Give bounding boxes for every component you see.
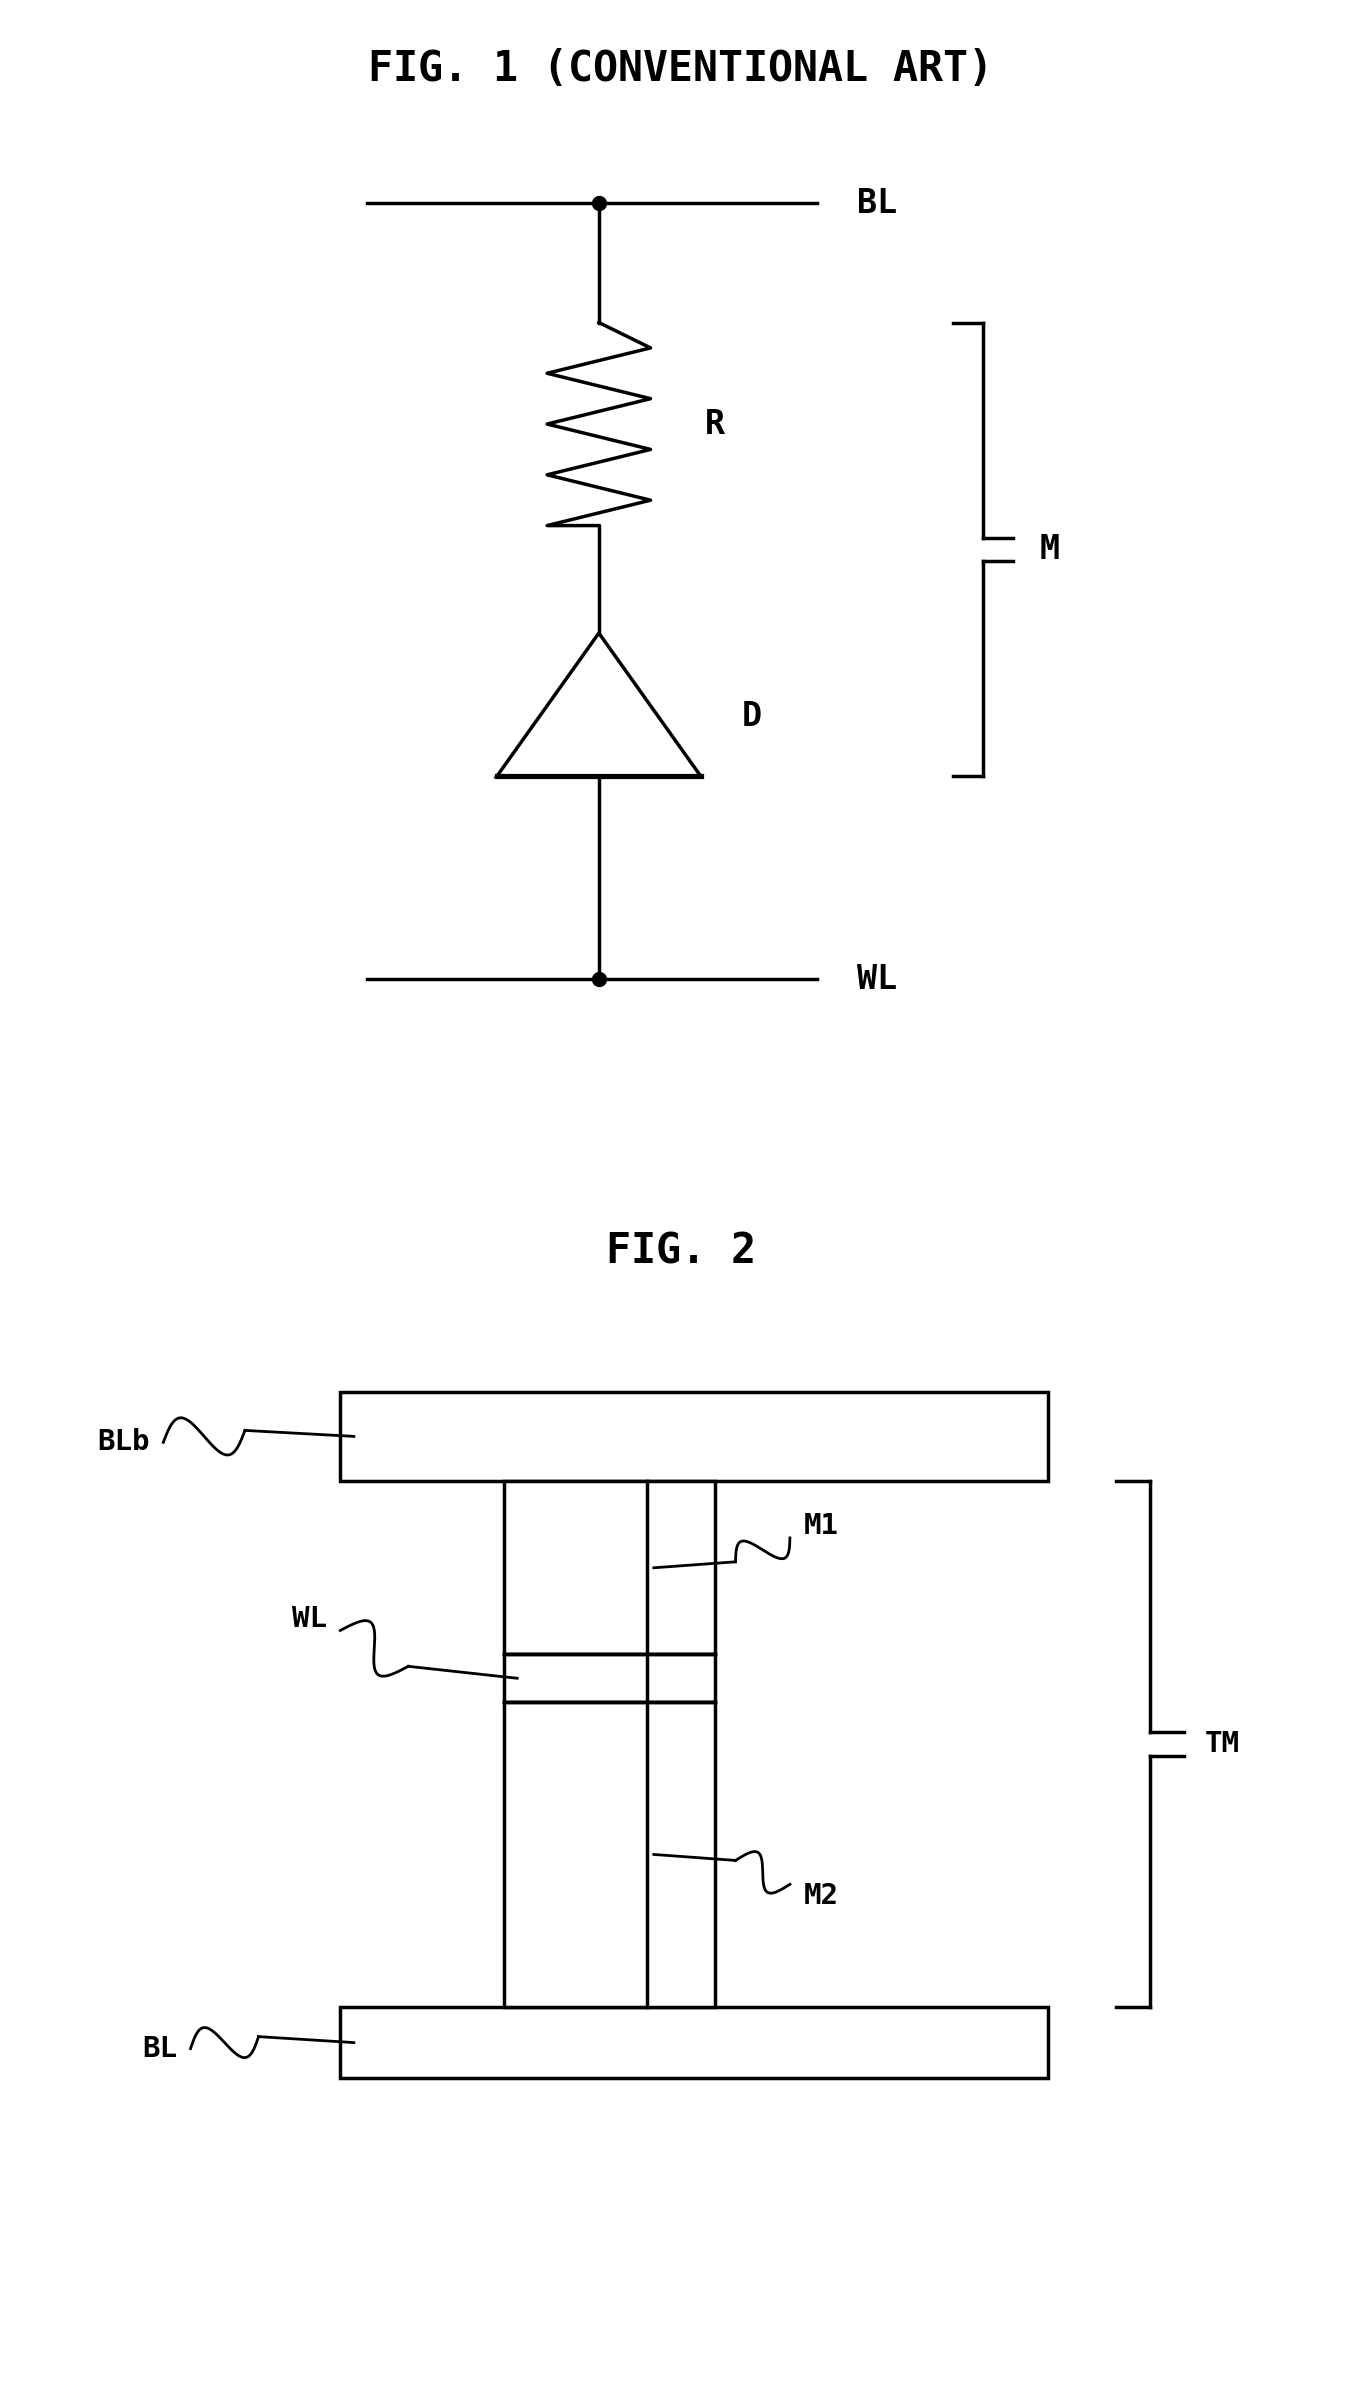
Text: FIG. 2: FIG. 2	[606, 1230, 755, 1273]
Bar	[504, 1481, 715, 1653]
Text: WL: WL	[291, 1605, 327, 1632]
Bar	[504, 1703, 715, 2007]
Bar	[504, 1653, 715, 1701]
Text: FIG. 1 (CONVENTIONAL ART): FIG. 1 (CONVENTIONAL ART)	[367, 48, 994, 91]
Text: BL: BL	[142, 2035, 177, 2062]
Text: R: R	[705, 409, 725, 440]
Text: BL: BL	[857, 186, 898, 220]
Text: M: M	[1040, 533, 1060, 566]
Text: M1: M1	[803, 1512, 838, 1541]
Bar	[340, 2007, 1048, 2078]
Text: BLb: BLb	[97, 1429, 150, 1457]
Bar	[340, 1390, 1048, 1481]
Text: TM: TM	[1204, 1730, 1240, 1758]
Text: M2: M2	[803, 1883, 838, 1911]
Text: WL: WL	[857, 963, 898, 996]
Text: D: D	[742, 700, 762, 733]
